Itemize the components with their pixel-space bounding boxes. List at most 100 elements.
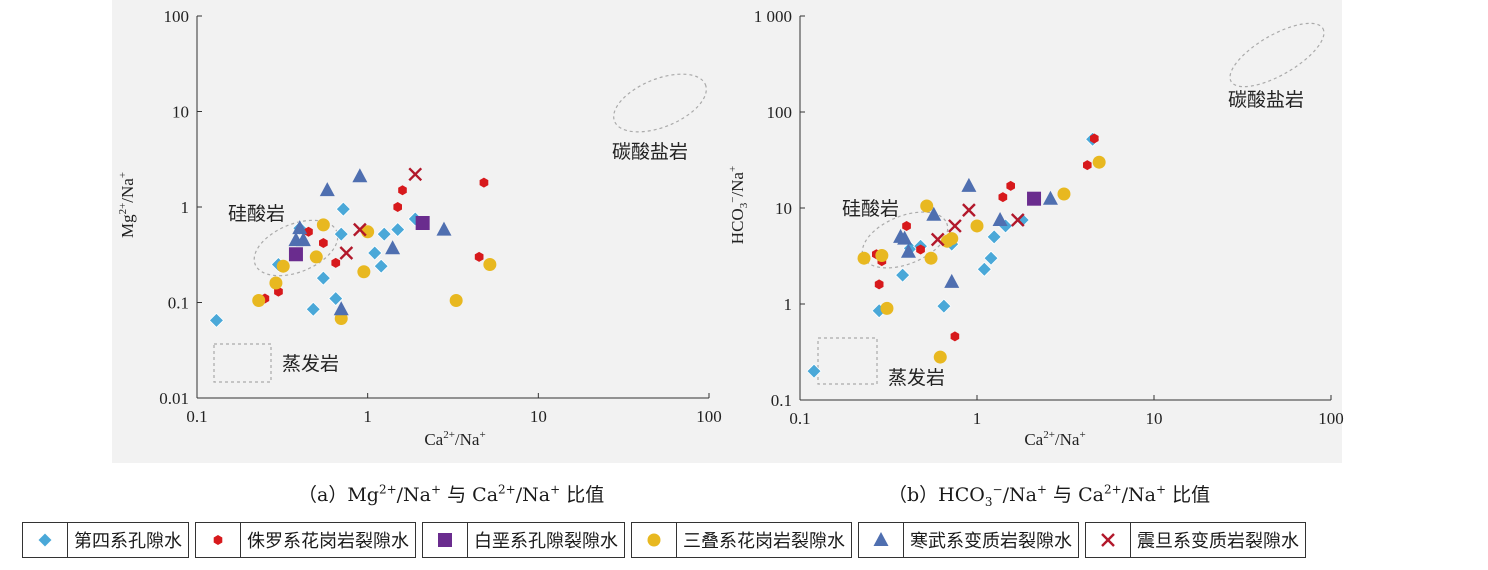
x-tick-label: 0.1: [186, 407, 207, 426]
y-tick-label: 1 000: [754, 7, 792, 26]
data-point-hexagon: [916, 244, 925, 255]
data-point-triangle: [926, 206, 942, 221]
y-tick-label: 100: [164, 7, 190, 26]
y-tick-label: 0.1: [168, 294, 189, 313]
data-point-circle: [924, 251, 938, 265]
x-tick-label: 10: [530, 407, 547, 426]
data-point-diamond: [367, 245, 383, 261]
legend-label: 侏罗系花岗岩裂隙水: [247, 531, 409, 552]
region-label: 碳酸盐岩: [612, 141, 688, 163]
legend-marker-triangle: [859, 523, 904, 557]
data-point-circle: [449, 293, 463, 307]
legend-item-t: 三叠系花岗岩裂隙水: [631, 522, 852, 558]
caption-b: （b）HCO3−/Na+ 与 Ca2+/Na+ 比值: [888, 482, 1211, 509]
legend-label: 震旦系变质岩裂隙水: [1137, 531, 1299, 552]
data-point-hexagon: [319, 238, 328, 248]
x-tick-label: 0.1: [789, 409, 810, 428]
region-label: 蒸发岩: [282, 353, 339, 375]
x-tick-label: 100: [696, 407, 722, 426]
data-point-circle: [334, 311, 348, 325]
data-point-hexagon: [479, 177, 489, 188]
data-point-square: [1027, 191, 1042, 206]
data-point-hexagon: [874, 279, 884, 290]
data-point-triangle: [292, 220, 308, 235]
data-point-hexagon: [393, 202, 402, 212]
data-point-triangle: [295, 232, 311, 247]
data-point-triangle: [897, 230, 913, 245]
data-point-hexagon: [950, 331, 960, 342]
data-point-hexagon: [902, 221, 911, 231]
region-outline: [817, 337, 878, 385]
data-point-x: [962, 203, 976, 217]
data-point-circle: [483, 257, 497, 271]
region-outline: [1229, 22, 1325, 88]
legend-item-z: 震旦系变质岩裂隙水: [1085, 522, 1306, 558]
legend-label: 白垩系孔隙裂隙水: [474, 531, 618, 552]
data-point-circle: [309, 250, 323, 264]
x-axis-label: Ca2+/Na+: [424, 429, 485, 449]
data-point-diamond: [976, 261, 992, 277]
data-point-triangle: [385, 240, 401, 255]
data-point-x: [1010, 213, 1025, 227]
data-point-triangle: [352, 168, 368, 183]
x-tick-label: 100: [1318, 409, 1344, 428]
data-point-diamond: [376, 226, 392, 242]
data-point-hexagon: [1083, 160, 1092, 171]
legend-marker-x: [1086, 523, 1131, 557]
data-point-circle: [880, 301, 894, 315]
y-tick-label: 100: [767, 103, 793, 122]
data-point-hexagon: [474, 251, 484, 262]
data-point-diamond: [986, 229, 1002, 245]
data-point-triangle: [436, 221, 452, 236]
legend-label: 第四系孔隙水: [74, 531, 182, 552]
data-point-circle: [933, 350, 947, 364]
y-axis-label: Mg2+/Na+: [117, 172, 137, 238]
legend-item-j: 侏罗系花岗岩裂隙水: [195, 522, 416, 558]
legend-x-icon: [1101, 533, 1115, 547]
panel-b-background: [722, 0, 1342, 463]
data-point-circle: [945, 232, 959, 246]
data-point-diamond: [208, 312, 225, 328]
legend-marker-hexagon: [196, 523, 241, 557]
data-point-circle: [252, 293, 266, 307]
region-label: 硅酸岩: [842, 198, 899, 220]
legend-label: 寒武系变质岩裂隙水: [910, 531, 1072, 552]
data-point-x: [353, 222, 367, 237]
data-point-diamond: [895, 267, 911, 283]
data-point-diamond: [305, 301, 321, 317]
x-tick-label: 1: [363, 407, 372, 426]
data-point-diamond: [373, 258, 389, 274]
data-point-hexagon: [398, 185, 407, 196]
data-point-triangle: [319, 182, 335, 197]
data-point-triangle: [961, 177, 977, 192]
region-label: 蒸发岩: [888, 367, 945, 389]
y-tick-label: 0.1: [771, 391, 792, 410]
data-point-square: [288, 247, 303, 262]
y-tick-label: 10: [172, 103, 189, 122]
legend-item-k: 白垩系孔隙裂隙水: [422, 522, 625, 558]
data-point-diamond: [335, 201, 351, 217]
data-point-circle: [316, 218, 330, 232]
data-point-diamond: [983, 250, 999, 266]
data-point-circle: [269, 276, 283, 290]
data-point-circle: [1092, 155, 1106, 169]
data-point-x: [408, 167, 423, 182]
data-point-hexagon: [304, 226, 313, 237]
data-point-triangle: [944, 273, 960, 288]
data-point-circle: [875, 249, 889, 263]
data-point-circle: [920, 199, 934, 213]
x-tick-label: 1: [973, 409, 982, 428]
y-tick-label: 1: [784, 295, 793, 314]
legend-diamond-icon: [37, 532, 53, 548]
y-axis-label: HCO3−/Na+: [727, 166, 750, 244]
data-point-square: [415, 215, 430, 230]
data-point-diamond: [390, 222, 406, 238]
data-point-hexagon: [998, 192, 1008, 203]
data-point-diamond: [315, 270, 331, 286]
x-tick-label: 10: [1146, 409, 1163, 428]
legend-marker-circle: [632, 523, 677, 557]
legend-marker-diamond: [23, 523, 68, 557]
data-point-circle: [970, 219, 984, 233]
region-label: 碳酸盐岩: [1228, 89, 1304, 111]
data-point-circle: [357, 265, 371, 279]
